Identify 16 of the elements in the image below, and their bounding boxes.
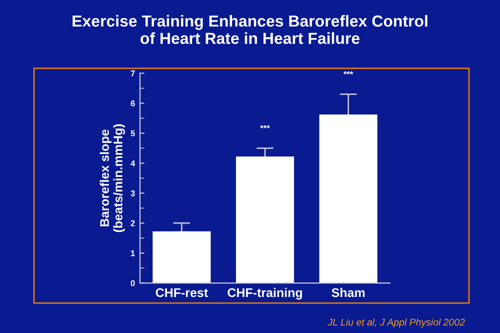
y-tick-label: 4 bbox=[130, 160, 136, 166]
annotation: *** bbox=[343, 71, 354, 74]
y-tick-label: 0 bbox=[130, 280, 135, 286]
y-axis-title: Baroreflex slope (beats/min.mmHg) bbox=[100, 124, 125, 232]
y-tick-label: 6 bbox=[130, 100, 135, 106]
text: JL Liu et al, J Appl Physiol 2002 bbox=[328, 318, 465, 328]
y-tick-label: 1 bbox=[131, 250, 135, 256]
y-tick-label: 5 bbox=[130, 130, 135, 136]
x-tick-label: CHF-rest bbox=[156, 288, 208, 298]
y-tick-label: 2 bbox=[130, 220, 135, 226]
x-tick-label: Sham bbox=[332, 288, 365, 298]
y-tick-label: 7 bbox=[130, 70, 135, 76]
annotation: *** bbox=[260, 125, 270, 128]
chart-title: Exercise Training Enhances Baroreflex Control of Heart Rate in Heart Failure bbox=[72, 14, 428, 44]
y-tick-label: 3 bbox=[130, 190, 135, 196]
x-tick-label: CHF-training bbox=[228, 288, 302, 300]
